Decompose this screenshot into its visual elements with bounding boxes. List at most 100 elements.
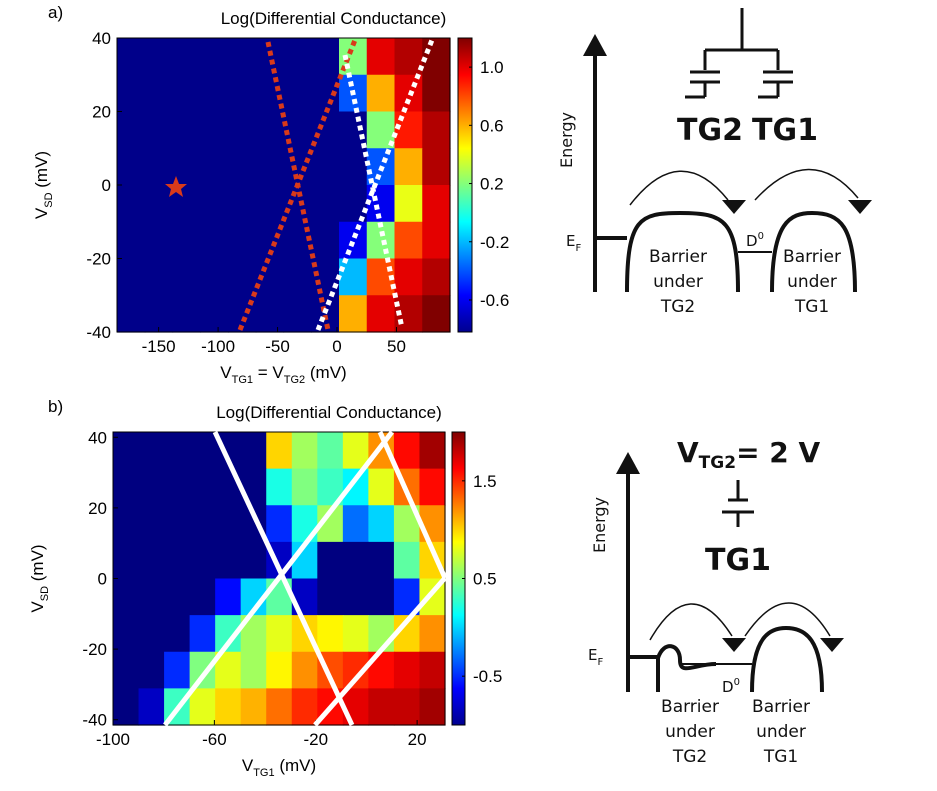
- heat-cell: [342, 688, 369, 726]
- heat-cell: [422, 38, 451, 76]
- heat-cell: [394, 148, 423, 186]
- colorbar-tick-label: 0.2: [480, 175, 504, 194]
- heat-cell: [200, 74, 229, 113]
- guide-line: [212, 430, 355, 727]
- heat-cell: [255, 185, 285, 223]
- heat-cell: [228, 38, 257, 76]
- heat-cell: [228, 74, 257, 113]
- barrier-label: TG1: [794, 297, 829, 317]
- x-label-part: (mV): [305, 363, 347, 382]
- heat-cell: [419, 468, 446, 506]
- heat-cell: [240, 688, 267, 726]
- x-axis-label: VTG1 (mV): [242, 756, 316, 779]
- heat-cell: [317, 578, 344, 616]
- heat-cell: [144, 221, 174, 260]
- heat-cell: [283, 38, 312, 76]
- heat-cell: [172, 38, 201, 76]
- heat-cell: [172, 221, 201, 260]
- tunnel-arrows: [629, 168, 859, 206]
- heat-cell: [144, 295, 174, 333]
- heat-cell: [291, 468, 318, 506]
- heat-cell: [117, 148, 146, 186]
- colorbar-tick-label: 1.5: [473, 472, 497, 491]
- gate-label: TG2: [677, 113, 743, 148]
- heat-cell: [189, 468, 216, 506]
- heat-cell: [144, 111, 174, 149]
- heat-cell: [113, 541, 140, 580]
- heat-cell: [113, 505, 140, 543]
- heat-cell: [117, 258, 146, 296]
- y-tick-label: 0: [98, 570, 107, 589]
- gate-label: TG1: [752, 113, 818, 148]
- guide-line: [377, 430, 448, 580]
- dot-sup: 0: [734, 677, 740, 688]
- x-label-part: TG1: [232, 374, 253, 386]
- guide-line: [237, 39, 358, 331]
- heat-cell: [215, 578, 242, 616]
- heat-cell: [266, 651, 293, 689]
- heat-cell: [113, 578, 140, 616]
- heat-cell: [311, 221, 340, 260]
- barrier-label: Barrier: [783, 247, 841, 267]
- heat-cell: [311, 38, 340, 76]
- heat-cell: [255, 111, 285, 149]
- y-tick-label: -40: [86, 323, 111, 342]
- heat-cell: [240, 541, 267, 580]
- fermi-main: E: [588, 646, 597, 664]
- heat-cell: [419, 432, 446, 470]
- heat-cell: [342, 432, 369, 470]
- axis-label: Energy: [590, 497, 609, 553]
- colorbar-tick-label: 0.5: [473, 570, 497, 589]
- heat-cell: [317, 432, 344, 470]
- heat-cell: [138, 468, 165, 506]
- heat-cell: [228, 185, 257, 223]
- heat-cell: [240, 432, 267, 470]
- heat-cell: [164, 541, 191, 580]
- y-label-part: (mV): [32, 151, 51, 193]
- barrier-label: under: [665, 722, 715, 742]
- heat-cell: [144, 74, 174, 113]
- guide-line: [163, 430, 394, 727]
- heat-cell: [419, 651, 446, 689]
- heat-cell: [189, 505, 216, 543]
- barrier: [770, 210, 857, 293]
- heat-cell: [172, 74, 201, 113]
- heat-cell: [144, 185, 174, 223]
- chart-title: Log(Differential Conductance): [216, 403, 442, 422]
- guide-line: [315, 39, 435, 331]
- heat-cell: [291, 688, 318, 726]
- heat-cell: [164, 578, 191, 616]
- heat-cell: [266, 468, 293, 506]
- barrier-label: Barrier: [649, 247, 707, 267]
- x-label-part: TG2: [284, 374, 305, 386]
- y-label-part: V: [28, 601, 47, 613]
- heat-cell: [339, 111, 368, 149]
- heat-cell: [138, 541, 165, 580]
- heat-cell: [368, 505, 395, 543]
- guide-line: [342, 54, 405, 329]
- heat-cell: [138, 432, 165, 470]
- heat-cell: [113, 468, 140, 506]
- heat-cell: [189, 688, 216, 726]
- heat-cell: [117, 295, 146, 333]
- heat-cell: [422, 148, 451, 186]
- heat-cell: [215, 541, 242, 580]
- fermi-sub: F: [597, 657, 603, 668]
- x-tick-label: 50: [387, 337, 406, 356]
- heat-cell: [283, 74, 312, 113]
- arrow-head: [848, 200, 872, 214]
- heat-cell: [339, 258, 368, 296]
- heat-cell: [393, 688, 421, 726]
- heat-cell: [394, 221, 423, 260]
- heat-cell: [422, 74, 451, 113]
- heat-cell: [113, 651, 140, 689]
- gate-label: TG1: [705, 543, 771, 578]
- heat-cell: [138, 578, 165, 616]
- y-tick-label: -40: [82, 711, 107, 730]
- colorbar-tick-label: -0.5: [473, 667, 502, 686]
- heat-cell: [339, 221, 368, 260]
- fermi-sub: F: [575, 243, 581, 254]
- heat-cell: [366, 295, 396, 333]
- gv-rest: = 2 V: [736, 436, 820, 469]
- x-tick-label: 20: [408, 730, 427, 749]
